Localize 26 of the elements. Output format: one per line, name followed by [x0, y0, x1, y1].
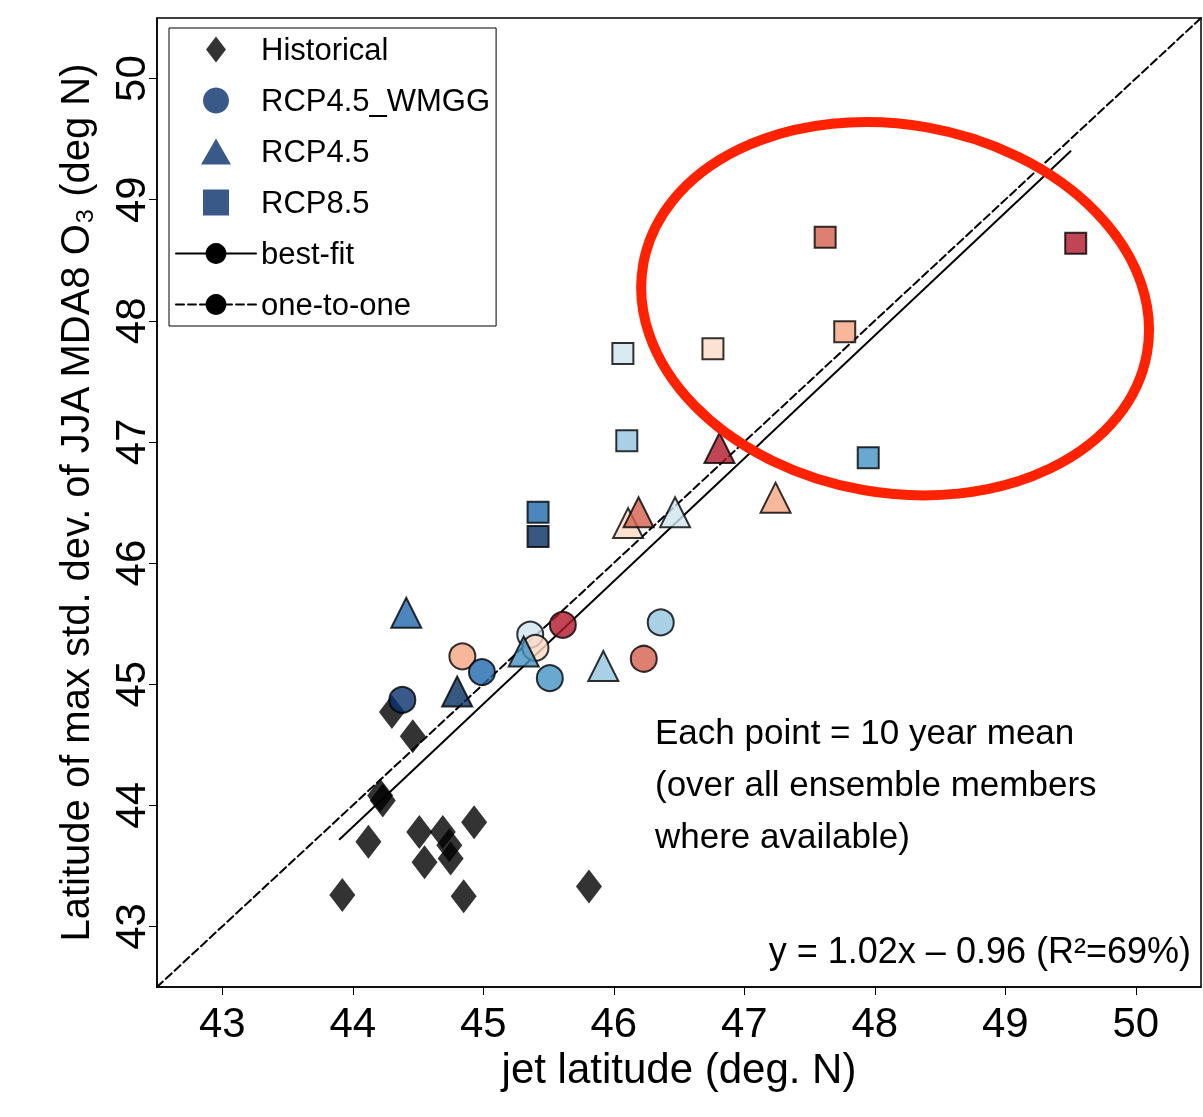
- x-tick-label: 50: [1112, 998, 1160, 1046]
- y-tick-label: 45: [106, 660, 154, 708]
- y-tick-label: 44: [106, 781, 154, 829]
- x-tick-label: 49: [981, 998, 1029, 1046]
- legend-label: best-fit: [261, 236, 355, 271]
- annotation: Each point = 10 year mean (over all ensemble members where available): [654, 711, 1097, 855]
- y-axis-title: Latitude of max std. dev. of JJA MDA8 O₃ (deg N): [53, 63, 97, 942]
- x-axis-title: jet latitude (deg. N): [499, 1045, 857, 1093]
- legend-label: one-to-one: [261, 287, 411, 322]
- x-tick-label: 43: [198, 998, 246, 1046]
- legend-label: RCP4.5_WMGG: [261, 83, 491, 118]
- legend-label: RCP4.5: [261, 134, 370, 169]
- y-tick-label: 48: [106, 297, 154, 345]
- x-tick-label: 45: [459, 998, 507, 1046]
- y-tick-label: 43: [106, 903, 154, 950]
- annotation: y = 1.02x – 0.96 (R²=69%): [768, 929, 1192, 971]
- y-tick-label: 50: [106, 55, 154, 102]
- y-tick-label: 47: [106, 418, 154, 466]
- x-tick-label: 44: [329, 998, 377, 1046]
- x-tick-label: 46: [590, 998, 638, 1046]
- y-tick-label: 46: [106, 539, 154, 587]
- y-tick-label: 49: [106, 176, 154, 224]
- x-tick-label: 48: [851, 998, 899, 1046]
- legend-label: RCP8.5: [261, 185, 370, 220]
- legend-label: Historical: [261, 32, 389, 67]
- x-tick-label: 47: [720, 998, 768, 1046]
